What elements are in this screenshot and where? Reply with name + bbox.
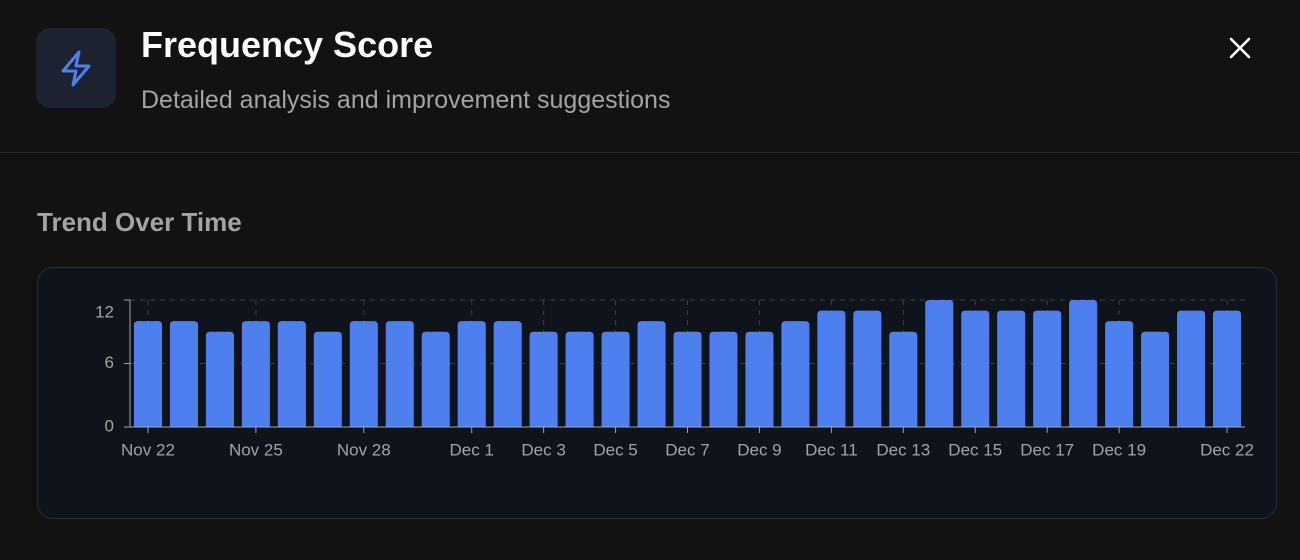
y-tick-label: 6 [105, 353, 114, 372]
x-tick-label: Dec 3 [521, 440, 565, 459]
bar [1105, 321, 1134, 427]
bar [169, 321, 198, 427]
bar [601, 331, 630, 427]
x-tick-label: Dec 1 [449, 440, 493, 459]
x-tick-label: Dec 19 [1092, 440, 1146, 459]
y-tick-label: 12 [95, 302, 114, 321]
bar [493, 321, 522, 427]
subtitle: Detailed analysis and improvement sugges… [141, 86, 671, 114]
bar [565, 331, 594, 427]
x-tick-label: Nov 22 [121, 440, 175, 459]
bar [313, 331, 342, 427]
bar [853, 310, 882, 427]
x-tick-label: Dec 17 [1020, 440, 1074, 459]
x-tick-label: Dec 15 [948, 440, 1002, 459]
close-button[interactable] [1224, 32, 1256, 64]
bar [205, 331, 234, 427]
bar [457, 321, 486, 427]
bar [997, 310, 1026, 427]
x-tick-label: Dec 13 [876, 440, 930, 459]
x-tick-label: Dec 7 [665, 440, 709, 459]
x-tick-label: Nov 28 [337, 440, 391, 459]
bar [709, 331, 738, 427]
bar [1033, 310, 1062, 427]
x-tick-label: Nov 25 [229, 440, 283, 459]
bar [1141, 331, 1170, 427]
title: Frequency Score [141, 24, 434, 65]
bar [1212, 310, 1242, 427]
bar [1177, 310, 1206, 427]
section-title: Trend Over Time [37, 207, 242, 237]
bolt-icon [61, 50, 91, 87]
bar [421, 331, 450, 427]
bar [277, 321, 306, 427]
bar [781, 321, 810, 427]
bar [961, 310, 990, 427]
bar [529, 331, 558, 427]
y-tick-label: 0 [105, 416, 114, 435]
x-tick-label: Dec 5 [593, 440, 637, 459]
x-tick-label: Dec 22 [1200, 440, 1254, 459]
bar [889, 331, 918, 427]
x-tick-label: Dec 9 [737, 440, 781, 459]
bar [925, 300, 954, 427]
bar [133, 321, 163, 427]
x-tick-label: Dec 11 [805, 440, 858, 459]
bar [1069, 300, 1098, 427]
bar [673, 331, 702, 427]
divider [0, 152, 1300, 153]
icon-box [36, 28, 116, 108]
bar [349, 321, 378, 427]
bar [817, 310, 846, 427]
bar [745, 331, 774, 427]
bar [637, 321, 666, 427]
bar [241, 321, 270, 427]
bar [385, 321, 414, 427]
